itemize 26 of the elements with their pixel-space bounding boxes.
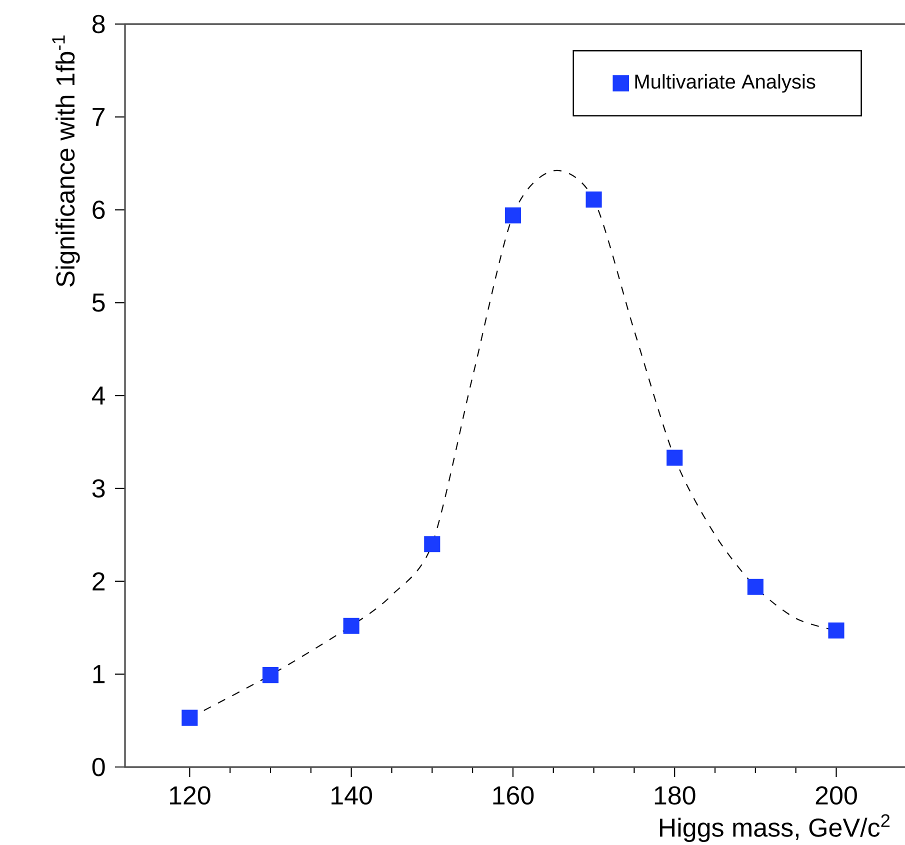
x-tick-label: 160 (493, 786, 534, 805)
point (666, 450, 683, 466)
point (262, 667, 279, 684)
point (504, 207, 521, 224)
y-tick-label: 4 (92, 386, 106, 404)
y-tick-label: 6 (92, 200, 105, 219)
y-tick-label: 8 (92, 14, 105, 34)
legend-label: Multivariate Analysis (635, 74, 816, 93)
y-tick-label: 2 (92, 572, 105, 590)
point (424, 536, 440, 552)
point (182, 710, 198, 726)
x-tick-label: 200 (816, 786, 857, 805)
y-tick-label: 3 (92, 479, 105, 498)
y-axis-title: Significance with 1fb$^{-1}$ (52, 35, 80, 287)
point (586, 192, 602, 208)
y-tick-label: 5 (92, 294, 105, 312)
y-tick-label: 1 (93, 665, 105, 684)
y-tick-label: 0 (92, 758, 105, 776)
point (828, 622, 844, 639)
point (747, 578, 764, 595)
x-axis-title: Higgs mass, GeV/c$^{2}$ (660, 814, 890, 842)
x-tick-label: 180 (654, 786, 696, 805)
x-tick-label: 140 (332, 786, 372, 805)
y-tick-label: 7 (92, 108, 105, 126)
point (343, 618, 360, 634)
x-tick-label: 120 (170, 786, 210, 805)
